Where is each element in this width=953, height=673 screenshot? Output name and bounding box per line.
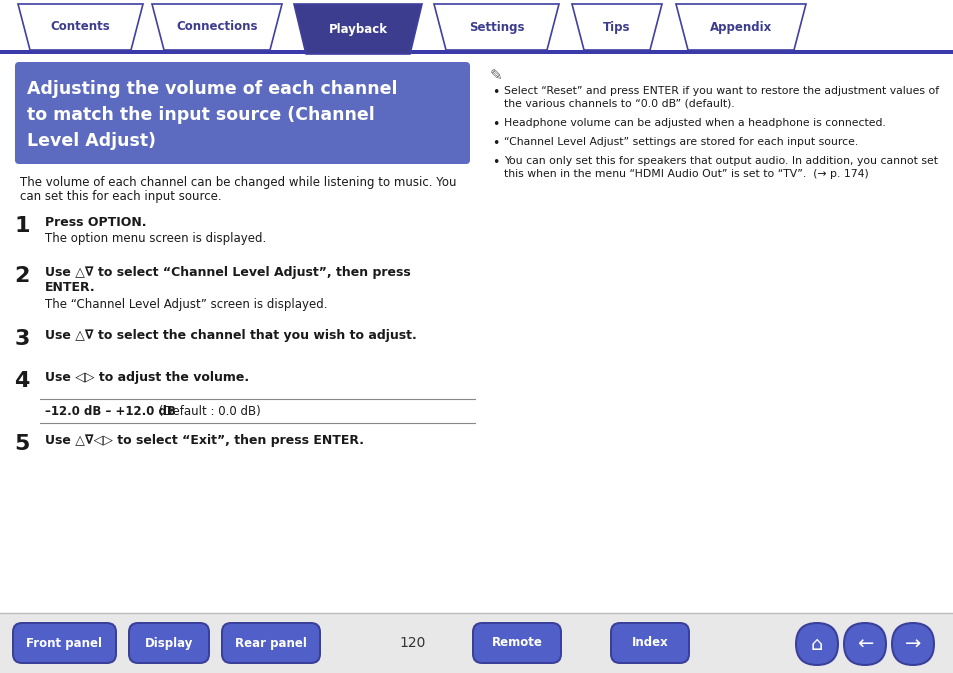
Text: Use △∇ to select the channel that you wish to adjust.: Use △∇ to select the channel that you wi… [45,329,416,342]
Bar [0,50,953,54]
Text: Connections: Connections [176,20,257,34]
Polygon shape [434,4,558,50]
Text: Level Adjust): Level Adjust) [27,132,156,150]
Text: 1: 1 [14,216,30,236]
Text: 2: 2 [14,266,30,286]
Text: 5: 5 [14,434,30,454]
Text: ←: ← [856,635,872,653]
Text: to match the input source (Channel: to match the input source (Channel [27,106,375,124]
Text: Rear panel: Rear panel [234,637,307,649]
Text: this when in the menu “HDMI Audio Out” is set to “TV”.  (→ p. 174): this when in the menu “HDMI Audio Out” i… [503,169,868,179]
Text: 4: 4 [14,371,30,391]
Text: You can only set this for speakers that output audio. In addition, you cannot se: You can only set this for speakers that … [503,156,937,166]
Text: (Default : 0.0 dB): (Default : 0.0 dB) [154,405,260,418]
FancyBboxPatch shape [128,622,210,664]
FancyBboxPatch shape [794,622,838,666]
FancyBboxPatch shape [890,622,934,666]
Text: •: • [492,137,498,150]
FancyBboxPatch shape [12,622,117,664]
Text: the various channels to “0.0 dB” (default).: the various channels to “0.0 dB” (defaul… [503,99,734,109]
Text: Display: Display [145,637,193,649]
Text: “Channel Level Adjust” settings are stored for each input source.: “Channel Level Adjust” settings are stor… [503,137,858,147]
FancyBboxPatch shape [609,622,689,664]
Text: 3: 3 [14,329,30,349]
Text: Use ◁▷ to adjust the volume.: Use ◁▷ to adjust the volume. [45,371,249,384]
Text: Contents: Contents [51,20,111,34]
Text: The option menu screen is displayed.: The option menu screen is displayed. [45,232,266,245]
Text: •: • [492,118,498,131]
FancyBboxPatch shape [842,622,886,666]
Text: The “Channel Level Adjust” screen is displayed.: The “Channel Level Adjust” screen is dis… [45,298,327,311]
Text: The volume of each channel can be changed while listening to music. You: The volume of each channel can be change… [20,176,456,189]
FancyBboxPatch shape [796,624,836,664]
Text: –12.0 dB – +12.0 dB: –12.0 dB – +12.0 dB [45,405,175,418]
Polygon shape [294,4,421,54]
Polygon shape [18,4,143,50]
Bar [0,613,953,673]
FancyBboxPatch shape [474,624,559,662]
Text: Index: Index [631,637,668,649]
Text: ✎: ✎ [490,68,502,83]
Text: Adjusting the volume of each channel: Adjusting the volume of each channel [27,80,397,98]
Polygon shape [676,4,805,50]
Text: Settings: Settings [468,20,524,34]
Text: Press OPTION.: Press OPTION. [45,216,147,229]
Polygon shape [572,4,661,50]
Text: Use △∇ to select “Channel Level Adjust”, then press: Use △∇ to select “Channel Level Adjust”,… [45,266,411,279]
Text: •: • [492,86,498,99]
Text: Select “Reset” and press ENTER if you want to restore the adjustment values of: Select “Reset” and press ENTER if you wa… [503,86,938,96]
FancyBboxPatch shape [14,624,115,662]
Text: 120: 120 [399,636,426,650]
Text: Front panel: Front panel [27,637,102,649]
Text: •: • [492,156,498,169]
Text: Use △∇◁▷ to select “Exit”, then press ENTER.: Use △∇◁▷ to select “Exit”, then press EN… [45,434,364,447]
FancyBboxPatch shape [472,622,561,664]
Text: Remote: Remote [491,637,542,649]
FancyBboxPatch shape [130,624,208,662]
Text: can set this for each input source.: can set this for each input source. [20,190,221,203]
Text: Headphone volume can be adjusted when a headphone is connected.: Headphone volume can be adjusted when a … [503,118,885,128]
FancyBboxPatch shape [844,624,884,664]
FancyBboxPatch shape [892,624,932,664]
FancyBboxPatch shape [15,62,470,164]
FancyBboxPatch shape [223,624,318,662]
Text: Tips: Tips [602,20,630,34]
Text: ⌂: ⌂ [810,635,822,653]
Polygon shape [152,4,282,50]
FancyBboxPatch shape [221,622,320,664]
Text: ENTER.: ENTER. [45,281,95,294]
Text: →: → [903,635,921,653]
FancyBboxPatch shape [612,624,687,662]
Text: Playback: Playback [328,22,387,36]
Text: Appendix: Appendix [709,20,771,34]
